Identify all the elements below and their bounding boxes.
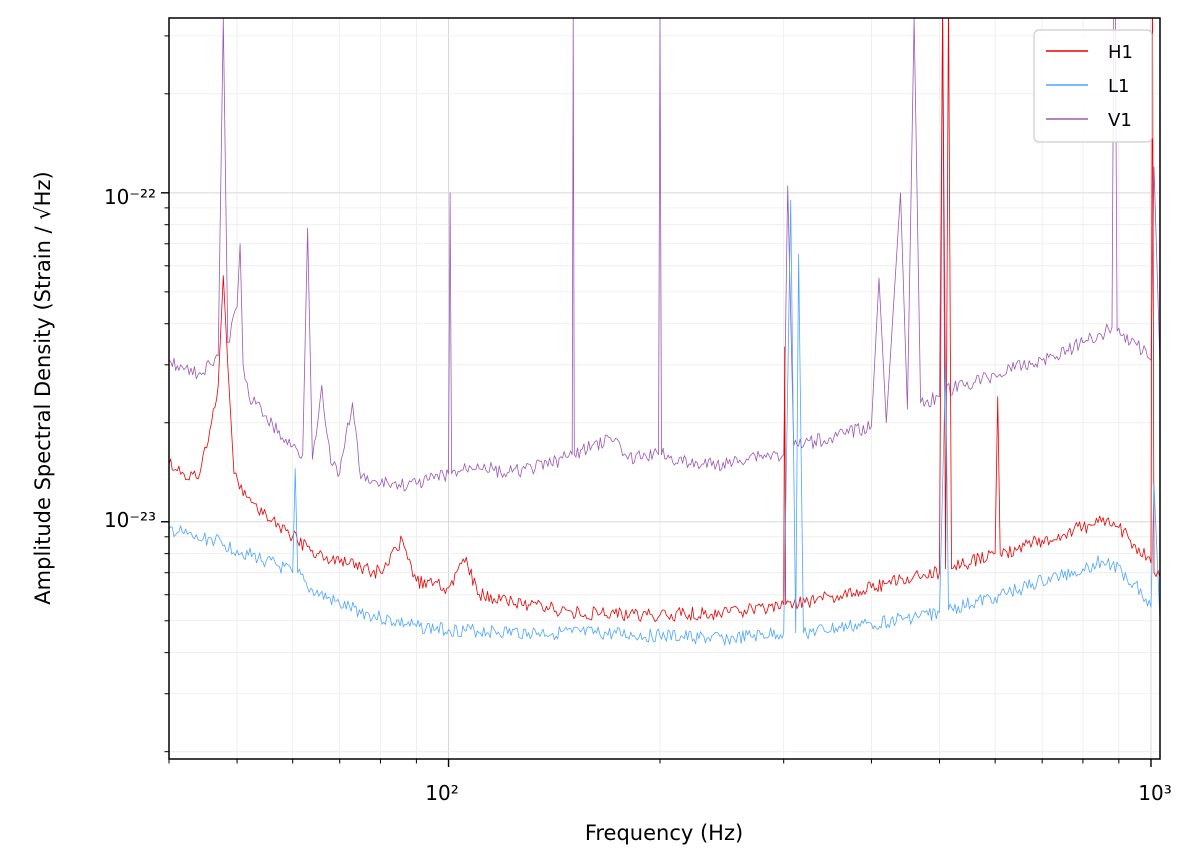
- series-layer: [169, 18, 1160, 646]
- x-axis-title: Frequency (Hz): [585, 821, 743, 845]
- y-axis-title: Amplitude Spectral Density (Strain / √Hz…: [31, 171, 55, 604]
- plot-frame: [168, 17, 1161, 760]
- x-tick-label-1000-text: 10³: [1138, 781, 1171, 805]
- series-line-v1: [169, 18, 1160, 492]
- series-line-h1: [169, 18, 1160, 622]
- legend-label-h1: H1: [1108, 42, 1133, 63]
- legend: H1 L1 V1: [1033, 29, 1153, 143]
- legend-label-l1: L1: [1108, 76, 1129, 97]
- legend-box: [1033, 29, 1153, 143]
- axis-ticks: [161, 35, 1152, 767]
- x-tick-label-1000: 10³: [1138, 781, 1171, 805]
- y-tick-label-1e-22: 10⁻²²: [104, 185, 156, 209]
- x-tick-label-100: 10²: [425, 781, 458, 805]
- legend-label-v1: V1: [1108, 110, 1132, 131]
- x-tick-label-100-text: 10²: [425, 781, 458, 805]
- y-tick-label-1e-23: 10⁻²³: [104, 508, 156, 532]
- series-line-l1: [169, 199, 1160, 646]
